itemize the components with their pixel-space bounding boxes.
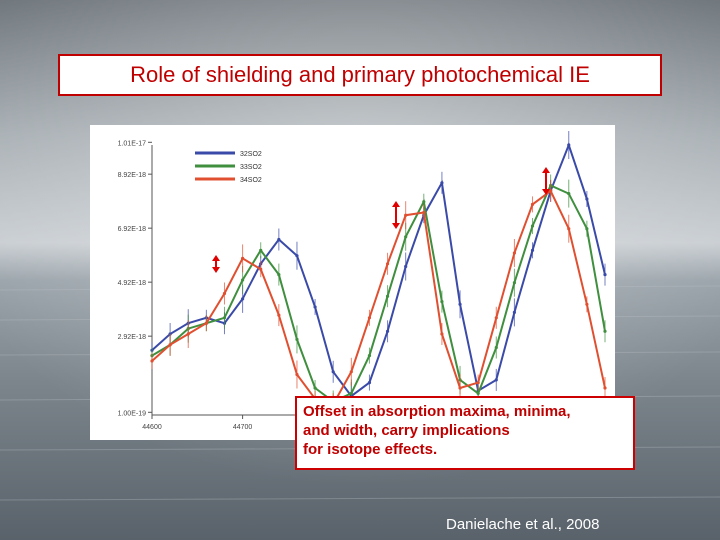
data-point bbox=[349, 370, 353, 374]
data-point bbox=[422, 210, 426, 215]
chart-canvas: 1.00E-19 2.92E-18 4.92E-18 6.92E-18 8.92E-18… bbox=[118, 131, 607, 431]
data-point bbox=[241, 278, 245, 282]
data-point bbox=[295, 372, 299, 377]
data-point bbox=[186, 332, 190, 336]
data-point bbox=[567, 192, 571, 196]
data-point bbox=[222, 316, 227, 320]
data-point bbox=[585, 227, 589, 231]
data-point bbox=[222, 291, 227, 296]
data-point bbox=[458, 386, 462, 390]
y-tick-label: 8.92E-18 bbox=[118, 172, 147, 179]
arrow-head-down bbox=[392, 223, 400, 229]
offset-arrow bbox=[542, 167, 550, 195]
data-point bbox=[530, 224, 535, 228]
data-point bbox=[585, 302, 589, 306]
data-point bbox=[603, 273, 607, 277]
data-point bbox=[440, 181, 444, 185]
data-point bbox=[349, 391, 353, 395]
data-point bbox=[150, 359, 154, 363]
data-point bbox=[295, 254, 299, 258]
data-point bbox=[404, 213, 408, 217]
data-point bbox=[512, 251, 516, 255]
x-tick-label: 44600 bbox=[142, 424, 162, 431]
arrow-head-up bbox=[392, 201, 400, 207]
note-line-2: and width, carry implications bbox=[303, 422, 510, 439]
series-line-34SO2 bbox=[151, 189, 606, 406]
data-point bbox=[313, 305, 317, 309]
data-point bbox=[512, 281, 516, 285]
note-line-1: Offset in absorption maxima, minima, bbox=[303, 403, 571, 420]
data-point bbox=[603, 329, 607, 333]
data-point bbox=[204, 321, 208, 325]
series-32SO2 bbox=[150, 131, 607, 411]
y-tick-label: 1.01E-17 bbox=[118, 140, 147, 147]
data-point bbox=[530, 202, 535, 206]
chart-series bbox=[150, 131, 607, 416]
data-point bbox=[476, 391, 480, 395]
data-point bbox=[494, 345, 498, 350]
data-point bbox=[277, 273, 281, 277]
data-point bbox=[259, 267, 263, 271]
data-point bbox=[476, 381, 480, 385]
y-tick-label: 4.92E-18 bbox=[118, 280, 147, 287]
data-point bbox=[241, 256, 245, 260]
data-point bbox=[567, 227, 571, 231]
series-line-33SO2 bbox=[151, 184, 606, 403]
data-point bbox=[313, 386, 317, 390]
data-point bbox=[168, 343, 172, 347]
citation: Danielache et al., 2008 bbox=[446, 516, 600, 533]
data-point bbox=[603, 386, 607, 390]
legend-entry: 32SO2 bbox=[240, 151, 262, 158]
x-tick-label: 44700 bbox=[233, 424, 253, 431]
data-point bbox=[277, 313, 281, 317]
data-point bbox=[367, 381, 372, 385]
series-34SO2 bbox=[150, 179, 607, 416]
arrow-head-up bbox=[542, 167, 550, 173]
offset-note: Offset in absorption maxima, minima, and… bbox=[295, 396, 635, 470]
offset-arrow bbox=[392, 201, 400, 229]
data-point bbox=[385, 262, 390, 266]
y-tick-label: 6.92E-18 bbox=[118, 226, 147, 233]
legend-entry: 33SO2 bbox=[240, 164, 262, 171]
data-point bbox=[494, 378, 498, 382]
data-point bbox=[567, 143, 571, 147]
data-point bbox=[494, 316, 498, 320]
data-point bbox=[440, 300, 444, 304]
arrow-head-down bbox=[212, 267, 220, 273]
arrow-head-down bbox=[542, 189, 550, 195]
absorption-chart: 1.00E-19 2.92E-18 4.92E-18 6.92E-18 8.92E-18… bbox=[90, 125, 615, 440]
data-point bbox=[277, 237, 281, 242]
chart-legend: 32SO2 33SO2 34SO2 bbox=[195, 151, 262, 184]
data-point bbox=[458, 302, 462, 306]
data-point bbox=[512, 310, 516, 314]
data-point bbox=[295, 337, 299, 341]
legend-entry: 34SO2 bbox=[240, 177, 262, 184]
data-point bbox=[585, 197, 589, 201]
data-point bbox=[367, 354, 372, 358]
data-point bbox=[331, 370, 335, 374]
data-point bbox=[385, 294, 390, 298]
data-point bbox=[530, 248, 535, 252]
chart-axes: 1.00E-19 2.92E-18 4.92E-18 6.92E-18 8.92E-18… bbox=[118, 140, 605, 431]
data-point bbox=[440, 332, 444, 336]
data-point bbox=[549, 189, 553, 193]
note-line-3: for isotope effects. bbox=[303, 441, 438, 458]
data-point bbox=[404, 235, 408, 239]
data-point bbox=[422, 200, 426, 204]
data-point bbox=[385, 329, 390, 333]
series-line-32SO2 bbox=[151, 142, 606, 398]
y-tick-label: 2.92E-18 bbox=[118, 334, 147, 341]
data-point bbox=[241, 297, 245, 301]
data-point bbox=[367, 316, 372, 320]
data-point bbox=[404, 264, 408, 269]
y-tick-label: 1.00E-19 bbox=[118, 410, 147, 417]
arrow-head-up bbox=[212, 255, 220, 261]
offset-arrows bbox=[212, 167, 550, 273]
offset-arrow bbox=[212, 255, 220, 273]
data-point bbox=[259, 248, 263, 252]
slide-title: Role of shielding and primary photochemi… bbox=[58, 54, 662, 96]
